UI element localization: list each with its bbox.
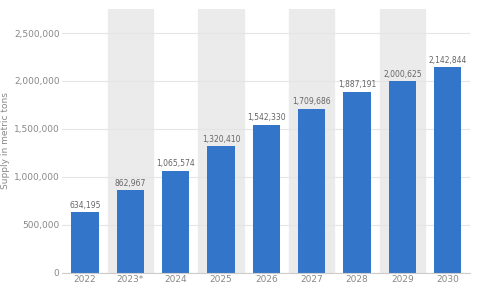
Bar xyxy=(198,9,244,273)
Bar xyxy=(207,146,235,273)
Y-axis label: Supply in metric tons: Supply in metric tons xyxy=(0,92,10,189)
Text: 862,967: 862,967 xyxy=(115,178,146,188)
Bar xyxy=(434,67,461,273)
Text: 2,000,625: 2,000,625 xyxy=(383,69,422,78)
Bar xyxy=(117,190,144,273)
Bar xyxy=(162,171,189,273)
Text: 1,320,410: 1,320,410 xyxy=(202,135,240,144)
Text: 1,065,574: 1,065,574 xyxy=(156,159,195,168)
Bar xyxy=(108,9,153,273)
Bar xyxy=(389,81,416,273)
Text: 1,709,686: 1,709,686 xyxy=(292,98,331,106)
Bar xyxy=(298,109,325,273)
Bar xyxy=(253,125,280,273)
Text: 634,195: 634,195 xyxy=(69,201,101,209)
Bar xyxy=(344,92,371,273)
Text: 2,142,844: 2,142,844 xyxy=(429,56,467,65)
Bar xyxy=(289,9,335,273)
Text: 1,542,330: 1,542,330 xyxy=(247,113,286,122)
Bar xyxy=(380,9,425,273)
Bar xyxy=(72,212,99,273)
Text: 1,887,191: 1,887,191 xyxy=(338,80,376,89)
